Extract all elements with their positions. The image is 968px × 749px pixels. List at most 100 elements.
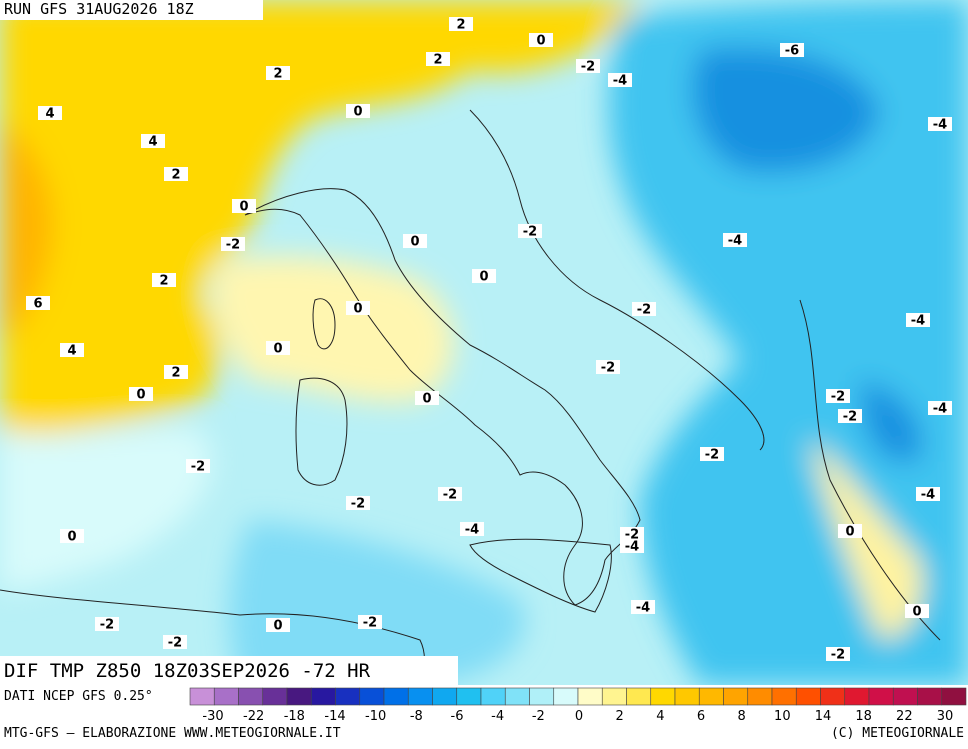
contour-label-bg [460, 522, 484, 536]
colorbar-label: 4 [656, 709, 664, 724]
contour-label: 0 [67, 530, 76, 545]
contour-label-bg [164, 167, 188, 181]
contour-label: -2 [226, 238, 240, 253]
copyright-label: (C) METEOGIORNALE [831, 726, 964, 741]
adriatic-coast [469, 109, 765, 451]
contour-label: 2 [456, 18, 465, 33]
contour-label-bg [472, 269, 496, 283]
colorbar-swatch [650, 687, 676, 706]
contour-label: 0 [422, 392, 431, 407]
contour-label: -2 [363, 616, 377, 631]
warm-region [0, 0, 640, 440]
neutral-region [0, 427, 212, 590]
contour-label-bg [163, 635, 187, 649]
contour-label: -2 [351, 497, 365, 512]
colorbar-swatch [238, 687, 264, 706]
italy-peninsula [244, 188, 641, 606]
contour-label-bg [723, 233, 747, 247]
cold-core-south [860, 380, 922, 463]
contour-label-bg [129, 387, 153, 401]
source-label: DATI NCEP GFS 0.25° [4, 689, 153, 704]
colorbar-swatch [674, 687, 700, 706]
contour-label-bg [916, 487, 940, 501]
colorbar-swatch [626, 687, 652, 706]
contour-label: 2 [171, 366, 180, 381]
colorbar-label: -10 [365, 709, 386, 724]
contour-label: -2 [168, 636, 182, 651]
contour-label-bg [700, 447, 724, 461]
contour-label-bg [221, 237, 245, 251]
colorbar-label: -6 [451, 709, 464, 724]
colorbar-swatch [480, 687, 506, 706]
colorbar-swatch [844, 687, 870, 706]
contour-label-bg [346, 104, 370, 118]
contour-label: -2 [705, 448, 719, 463]
contour-label-bg [780, 43, 804, 57]
contour-label: 4 [45, 107, 54, 122]
contour-label-bg [826, 647, 850, 661]
run-label: RUN GFS 31AUG2026 18Z [4, 0, 194, 18]
corsica [312, 298, 336, 350]
contour-label-bg [38, 106, 62, 120]
contour-label: -4 [636, 601, 650, 616]
contour-label: 0 [136, 388, 145, 403]
colorbar-label: 18 [855, 709, 872, 724]
contour-label-bg [438, 487, 462, 501]
colorbar-swatch [892, 687, 918, 706]
cool-region-south [229, 520, 526, 685]
coastlines [0, 109, 941, 686]
africa-coast [0, 589, 425, 686]
contour-label-bg [838, 524, 862, 538]
colorbar-label: 22 [896, 709, 913, 724]
contour-label: 0 [845, 525, 854, 540]
contour-label: -2 [843, 410, 857, 425]
colorbar-swatch [286, 687, 312, 706]
colorbar-swatch [820, 687, 846, 706]
contour-label: 4 [148, 135, 157, 150]
contour-label-bg [415, 391, 439, 405]
sardinia [295, 377, 348, 486]
colorbar-swatch [213, 687, 239, 706]
colorbar-swatch [917, 687, 943, 706]
balkan-coast [799, 299, 941, 641]
contour-label: 0 [410, 235, 419, 250]
field-box [0, 656, 458, 685]
contour-label-bg [838, 409, 862, 423]
colorbar-swatch [941, 687, 967, 706]
colorbar-swatch [262, 687, 288, 706]
contour-label: 4 [67, 344, 76, 359]
field-label: DIF TMP Z850 18Z03SEP2026 -72 HR [4, 660, 371, 682]
mild-region-greece [810, 440, 923, 640]
contour-label-bg [826, 389, 850, 403]
colorbar-label: 6 [697, 709, 705, 724]
colorbar-label: 0 [575, 709, 583, 724]
header-box [0, 0, 263, 20]
colorbar-swatch [723, 687, 749, 706]
colorbar-swatch [771, 687, 797, 706]
contour-label-bg [164, 365, 188, 379]
contour-label-bg [449, 17, 473, 31]
contour-label-bg [928, 117, 952, 131]
contour-label-bg [928, 401, 952, 415]
contour-label-bg [358, 615, 382, 629]
contour-label-bg [141, 134, 165, 148]
colorbar-swatch [407, 687, 433, 706]
contour-label-bg [608, 73, 632, 87]
colorbar-swatch [310, 687, 336, 706]
colorbar-swatch [189, 687, 215, 706]
contour-label-bg [620, 527, 644, 541]
colorbar-swatch [553, 687, 579, 706]
colorbar-label: -2 [532, 709, 545, 724]
contour-label: -4 [465, 523, 479, 538]
contour-label: -4 [625, 540, 639, 555]
colorbar-label: -8 [410, 709, 423, 724]
contour-label: 0 [479, 270, 488, 285]
colorbar-label: -14 [324, 709, 345, 724]
colorbar-swatch [868, 687, 894, 706]
mild-region [211, 256, 454, 403]
contour-label: 2 [273, 67, 282, 82]
contour-label: -2 [601, 361, 615, 376]
contour-label-bg [518, 224, 542, 238]
